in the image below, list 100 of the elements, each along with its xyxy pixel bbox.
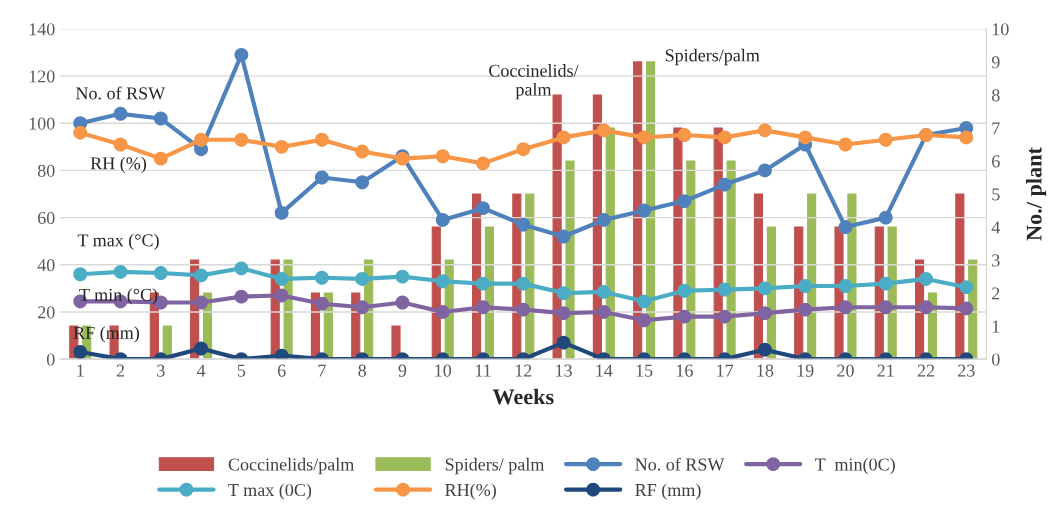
x-tick-label: 8 [358, 364, 367, 377]
point [73, 125, 88, 140]
y-tick-label: 20 [38, 306, 55, 319]
annotation: No. of RSW [75, 86, 166, 100]
y-tick-label: 80 [37, 164, 55, 177]
point [314, 296, 329, 311]
point [596, 305, 611, 319]
point [516, 276, 531, 291]
point [355, 271, 370, 286]
point [194, 341, 209, 356]
y-tick-label: 140 [29, 23, 55, 36]
legend-label: T max (0C) [228, 483, 312, 500]
point [556, 286, 571, 301]
point [314, 132, 329, 147]
point [73, 345, 88, 359]
y2-tick-label: 1 [992, 320, 1000, 333]
point [637, 294, 652, 309]
annotation: Spiders/palm [665, 48, 760, 66]
x-tick-label: 21 [877, 364, 894, 377]
x-tick-label: 2 [116, 364, 125, 377]
x-axis-title: Weeks [492, 388, 554, 405]
point [838, 300, 853, 315]
bar [391, 325, 401, 360]
point [757, 342, 772, 357]
point [596, 123, 611, 138]
point [516, 142, 531, 157]
point [314, 170, 329, 185]
point [556, 306, 571, 321]
annotation: Coccinelids/ palm [489, 64, 579, 100]
point [878, 300, 893, 315]
x-tick-label: 10 [435, 364, 452, 377]
annotation: T max (°C) [77, 233, 159, 251]
y2-tick-label: 6 [992, 155, 1000, 168]
point [677, 283, 692, 298]
x-tick-label: 23 [958, 364, 975, 377]
y2-tick-label: 7 [992, 122, 1000, 135]
point [355, 300, 370, 315]
point [274, 139, 289, 154]
legend-label: T min(0C) [815, 457, 895, 475]
point [637, 313, 652, 328]
point [677, 128, 692, 142]
x-tick-label: 4 [196, 364, 206, 377]
point [757, 281, 772, 296]
point [838, 137, 853, 152]
point [476, 156, 490, 171]
y-tick-label: 40 [37, 259, 55, 272]
point [435, 213, 450, 227]
point [596, 213, 611, 227]
point [194, 132, 209, 147]
point [435, 149, 450, 164]
point [677, 309, 692, 324]
y2-tick-label: 3 [992, 254, 1000, 267]
x-tick-label: 20 [837, 364, 854, 377]
y2-tick-label: 9 [991, 56, 1000, 69]
point [194, 295, 209, 310]
point [798, 130, 813, 145]
point [878, 276, 893, 291]
point [234, 47, 249, 62]
y-tick-label: 60 [37, 211, 55, 225]
x-tick-label: 11 [475, 364, 491, 377]
point [677, 194, 692, 209]
point [274, 348, 289, 360]
y2-tick-label: 4 [991, 221, 1001, 234]
annotation: RH (%) [90, 156, 147, 174]
point [274, 205, 289, 220]
y-tick-label: 0 [46, 353, 55, 366]
point [234, 132, 249, 147]
point [476, 201, 490, 216]
point [717, 282, 732, 297]
x-tick-label: 19 [797, 364, 814, 377]
point [878, 210, 893, 225]
point [959, 130, 974, 145]
y2-tick-label: 5 [992, 188, 1000, 201]
point [757, 123, 772, 138]
point [73, 267, 88, 282]
point [194, 268, 209, 283]
point [234, 261, 249, 276]
point [274, 271, 289, 286]
y2-tick-label: 2 [992, 287, 1000, 300]
point [476, 276, 490, 291]
point [838, 279, 853, 293]
legend-label: RH(%) [445, 483, 496, 500]
x-tick-label: 17 [717, 364, 734, 377]
x-tick-label: 14 [596, 364, 613, 377]
x-tick-label: 16 [676, 364, 693, 377]
point [314, 270, 329, 285]
point [878, 132, 893, 147]
point [717, 309, 732, 324]
x-tick-label: 1 [77, 364, 84, 377]
point [395, 269, 410, 284]
x-tick-label: 3 [157, 364, 165, 377]
point [757, 163, 772, 178]
x-tick-label: 18 [757, 364, 774, 377]
point [798, 279, 813, 293]
point [153, 266, 168, 280]
point [234, 289, 249, 304]
point [355, 144, 370, 159]
y2-tick-label: 8 [991, 89, 1000, 102]
point [113, 264, 128, 279]
point [516, 217, 531, 232]
